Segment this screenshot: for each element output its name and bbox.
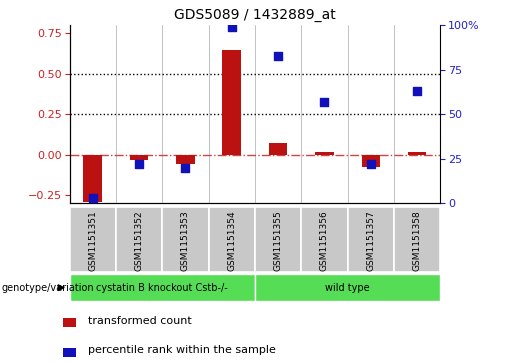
Bar xyxy=(315,152,334,155)
Bar xyxy=(130,155,148,160)
Point xyxy=(367,161,375,167)
Bar xyxy=(222,50,241,155)
Bar xyxy=(362,155,380,167)
Bar xyxy=(162,207,209,272)
Bar xyxy=(70,274,255,301)
Text: GSM1151358: GSM1151358 xyxy=(413,210,422,271)
Text: GSM1151351: GSM1151351 xyxy=(88,210,97,271)
Bar xyxy=(255,207,301,272)
Text: genotype/variation: genotype/variation xyxy=(2,283,94,293)
Bar xyxy=(348,207,394,272)
Bar xyxy=(209,207,255,272)
Bar xyxy=(394,207,440,272)
Point xyxy=(135,161,143,167)
Text: GSM1151355: GSM1151355 xyxy=(273,210,283,271)
Text: wild type: wild type xyxy=(325,283,370,293)
Bar xyxy=(63,348,76,357)
Text: GSM1151356: GSM1151356 xyxy=(320,210,329,271)
Point xyxy=(274,53,282,58)
Point xyxy=(181,165,190,171)
Bar xyxy=(63,318,76,327)
Point xyxy=(320,99,329,105)
Point xyxy=(89,195,97,201)
Bar xyxy=(301,207,348,272)
Point xyxy=(413,88,421,94)
Text: transformed count: transformed count xyxy=(88,316,192,326)
Text: GSM1151357: GSM1151357 xyxy=(366,210,375,271)
Text: GSM1151354: GSM1151354 xyxy=(227,210,236,271)
Text: cystatin B knockout Cstb-/-: cystatin B knockout Cstb-/- xyxy=(96,283,228,293)
Text: percentile rank within the sample: percentile rank within the sample xyxy=(88,345,276,355)
Text: GSM1151352: GSM1151352 xyxy=(134,210,144,271)
Bar xyxy=(408,152,426,155)
Bar xyxy=(176,155,195,164)
Title: GDS5089 / 1432889_at: GDS5089 / 1432889_at xyxy=(174,8,336,22)
Bar xyxy=(83,155,102,202)
Bar xyxy=(255,274,440,301)
Text: GSM1151353: GSM1151353 xyxy=(181,210,190,271)
Bar xyxy=(116,207,162,272)
Bar xyxy=(269,143,287,155)
Point xyxy=(228,24,236,30)
Bar xyxy=(70,207,116,272)
